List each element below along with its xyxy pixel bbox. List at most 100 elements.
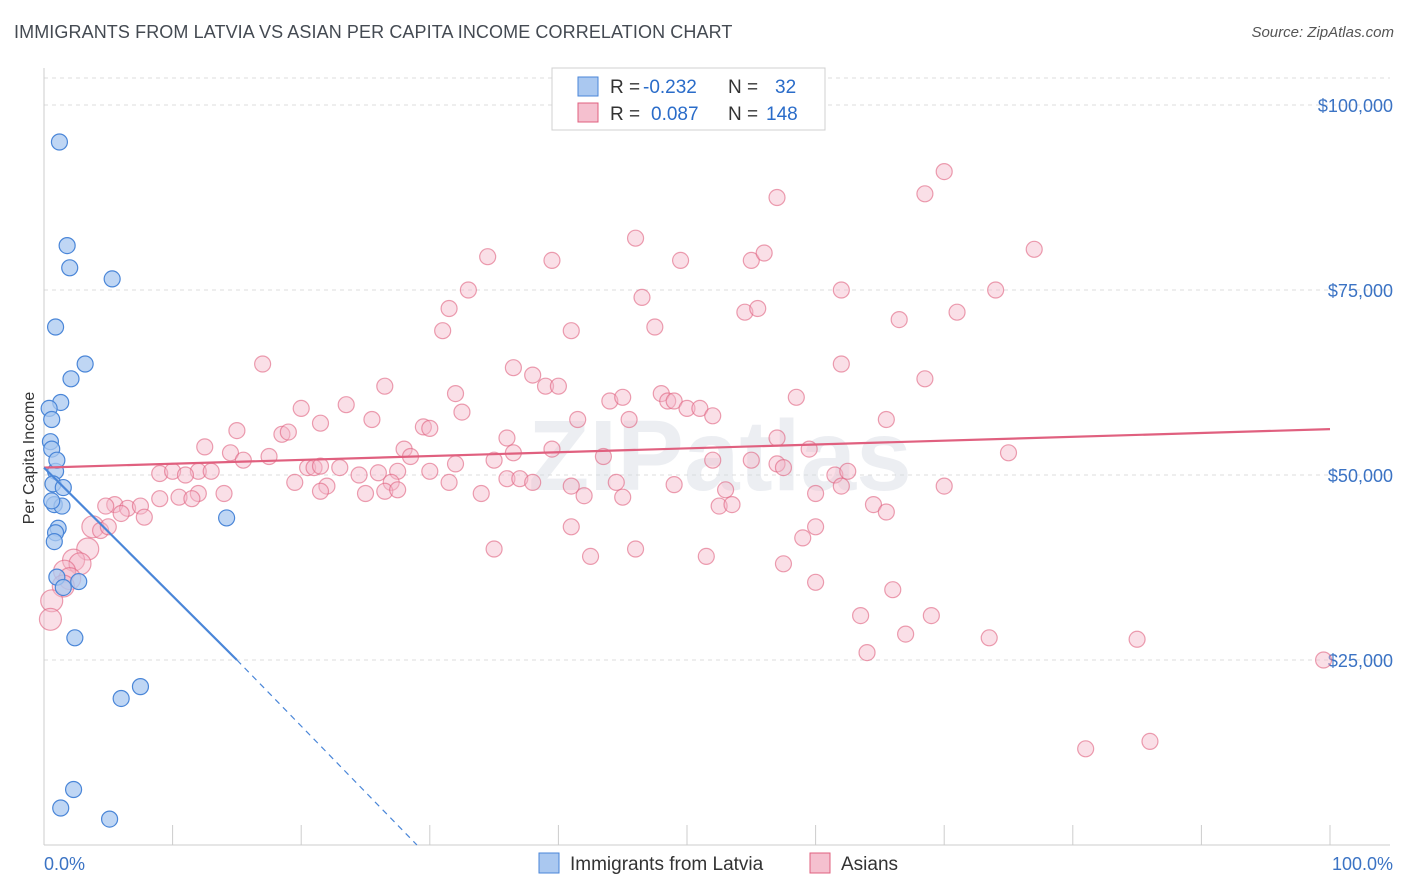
- bottom-legend-swatch-latvia: [538, 852, 560, 874]
- bottom-legend-asians: Asians: [841, 854, 898, 875]
- latvia-point-20: [45, 532, 63, 551]
- asians-point-73: [311, 457, 330, 475]
- asians-point-39: [363, 410, 381, 429]
- legend-r-value-1: -0.232: [643, 77, 697, 98]
- asians-point-87: [839, 462, 857, 480]
- asians-point-146: [897, 625, 915, 643]
- asians-point-62: [485, 451, 503, 469]
- asians-point-99: [935, 477, 953, 495]
- asians-point-2: [768, 188, 786, 207]
- y-tick-label-3: $100,000: [1318, 96, 1393, 116]
- asians-point-126: [562, 518, 580, 536]
- latvia-point-5: [76, 355, 94, 373]
- latvia-point-9: [43, 410, 61, 429]
- asians-point-104: [311, 482, 330, 500]
- asians-point-52: [279, 423, 297, 441]
- latvia-point-6: [62, 370, 80, 388]
- asians-point-125: [877, 503, 895, 521]
- asians-point-43: [620, 410, 638, 429]
- asians-point-24: [524, 366, 542, 384]
- asians-point-42: [569, 410, 587, 429]
- asians-point-37: [292, 399, 310, 417]
- asians-point-85: [774, 459, 793, 477]
- legend-n-value-2: 148: [766, 104, 798, 125]
- asians-point-45: [678, 399, 696, 417]
- latvia-trend-extension: [236, 659, 418, 846]
- asians-point-106: [376, 482, 394, 500]
- asians-point-20: [434, 322, 452, 340]
- asians-point-117: [112, 504, 130, 523]
- asians-point-133: [697, 547, 715, 566]
- asians-point-131: [626, 540, 645, 558]
- grid: [44, 77, 1390, 661]
- asians-point-150: [1314, 651, 1333, 669]
- correlation-legend: R = -0.232 N = 32 R = 0.087 N = 148: [551, 67, 826, 131]
- latvia-point-2: [61, 259, 79, 277]
- asians-point-78: [421, 462, 439, 480]
- latvia-point-26: [112, 689, 130, 708]
- asians-point-44: [665, 392, 683, 410]
- asians-point-4: [1025, 240, 1043, 258]
- asians-point-13: [987, 281, 1005, 299]
- asians-point-110: [614, 488, 632, 506]
- asians-point-36: [337, 396, 355, 414]
- asians-point-29: [916, 370, 934, 388]
- latvia-point-28: [52, 799, 70, 817]
- asians-point-145: [38, 607, 63, 631]
- asians-point-128: [794, 529, 812, 547]
- latvia-point-24: [66, 629, 84, 647]
- asians-point-32: [614, 388, 632, 406]
- asians-point-80: [151, 464, 169, 483]
- x-tick-label-0: 0.0%: [44, 854, 85, 874]
- asians-point-107: [389, 481, 407, 499]
- asians-point-6: [543, 251, 561, 269]
- asians-point-122: [710, 497, 728, 515]
- asians-point-83: [202, 462, 220, 480]
- asians-point-114: [131, 497, 150, 515]
- asians-point-26: [536, 377, 555, 395]
- asians-point-31: [601, 392, 619, 410]
- asians-point-96: [665, 476, 683, 494]
- asians-point-139: [774, 555, 793, 573]
- asians-point-12: [832, 281, 850, 299]
- asians-point-70: [999, 444, 1018, 462]
- asians-point-38: [311, 414, 330, 432]
- asians-point-116: [97, 497, 115, 515]
- legend-swatch-latvia: [577, 76, 599, 97]
- latvia-point-23: [54, 578, 72, 597]
- asians-point-21: [562, 322, 580, 340]
- asians-point-130: [485, 540, 503, 558]
- latvia-point-4: [46, 318, 65, 336]
- x-tick-labels: 0.0% 100.0%: [44, 854, 1393, 874]
- legend-r-label-1: R =: [610, 77, 640, 98]
- legend-r-label-2: R =: [610, 104, 640, 125]
- asians-point-82: [176, 466, 195, 484]
- latvia-trend-line: [43, 466, 238, 661]
- asians-point-41: [498, 429, 516, 447]
- asians-point-108: [472, 484, 490, 503]
- legend-swatch-asians: [577, 102, 599, 123]
- y-tick-label-2: $75,000: [1328, 281, 1393, 301]
- asians-trend-line: [43, 428, 1331, 469]
- asians-point-95: [607, 473, 625, 491]
- asians-point-97: [716, 481, 735, 499]
- asians-point-142: [852, 606, 870, 625]
- axes: [43, 68, 1390, 846]
- latvia-points: [40, 133, 236, 828]
- asians-point-5: [479, 248, 497, 266]
- asians-point-48: [877, 410, 895, 429]
- asians-point-9: [755, 244, 773, 262]
- asians-point-140: [806, 573, 825, 591]
- asians-point-121: [99, 518, 117, 536]
- latvia-point-31: [48, 451, 66, 469]
- asians-point-57: [234, 451, 252, 469]
- asians-point-17: [948, 303, 966, 321]
- asians-point-51: [273, 425, 291, 443]
- asians-point-22: [254, 355, 272, 373]
- asians-point-40: [453, 403, 471, 421]
- asians-point-55: [196, 438, 214, 456]
- asians-point-152: [1141, 732, 1159, 751]
- asians-point-151: [1077, 740, 1095, 758]
- y-axis-label: Per Capita Income: [21, 392, 38, 525]
